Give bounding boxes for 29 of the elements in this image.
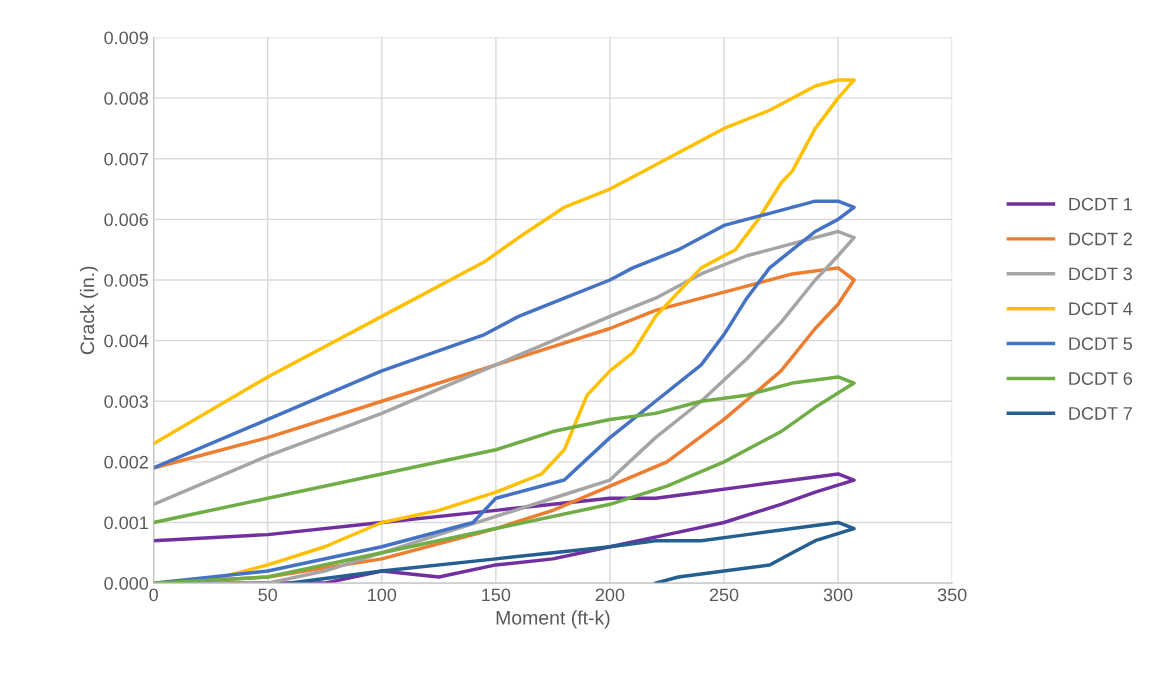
x-tick-label: 0	[149, 588, 158, 602]
legend-label: DCDT 1	[1069, 197, 1132, 211]
x-tick-label: 300	[823, 588, 853, 602]
line-series	[288, 520, 856, 584]
legend-label: DCDT 7	[1069, 407, 1132, 420]
y-tick-label: 0.005	[104, 273, 149, 287]
y-tick-label: 0.008	[104, 92, 149, 105]
legend-label: DCDT 3	[1069, 267, 1133, 281]
x-tick-label: 50	[258, 588, 278, 602]
legend-label: DCDT 5	[1069, 337, 1133, 351]
line-series	[153, 375, 856, 584]
y-tick-label: 0.000	[104, 577, 149, 590]
x-tick-label: 100	[368, 588, 397, 602]
x-tick-label: 200	[595, 588, 625, 602]
x-tick-label: 350	[937, 588, 967, 602]
legend-label: DCDT 2	[1069, 232, 1132, 246]
y-tick-label: 0.007	[104, 152, 148, 166]
y-tick-label: 0.009	[104, 31, 148, 45]
y-tick-label: 0.004	[104, 334, 149, 348]
y-tick-label: 0.006	[104, 213, 148, 227]
y-tick-label: 0.003	[104, 395, 148, 408]
y-axis-title: Crack (in.)	[79, 266, 99, 355]
x-tick-label: 250	[709, 588, 739, 602]
legend-label: DCDT 6	[1069, 372, 1133, 385]
x-axis-title: Moment (ft-k)	[496, 610, 610, 629]
legend-label: DCDT 4	[1069, 302, 1133, 316]
y-tick-label: 0.002	[104, 455, 148, 469]
y-tick-label: 0.001	[104, 516, 148, 530]
x-tick-label: 150	[482, 588, 511, 602]
